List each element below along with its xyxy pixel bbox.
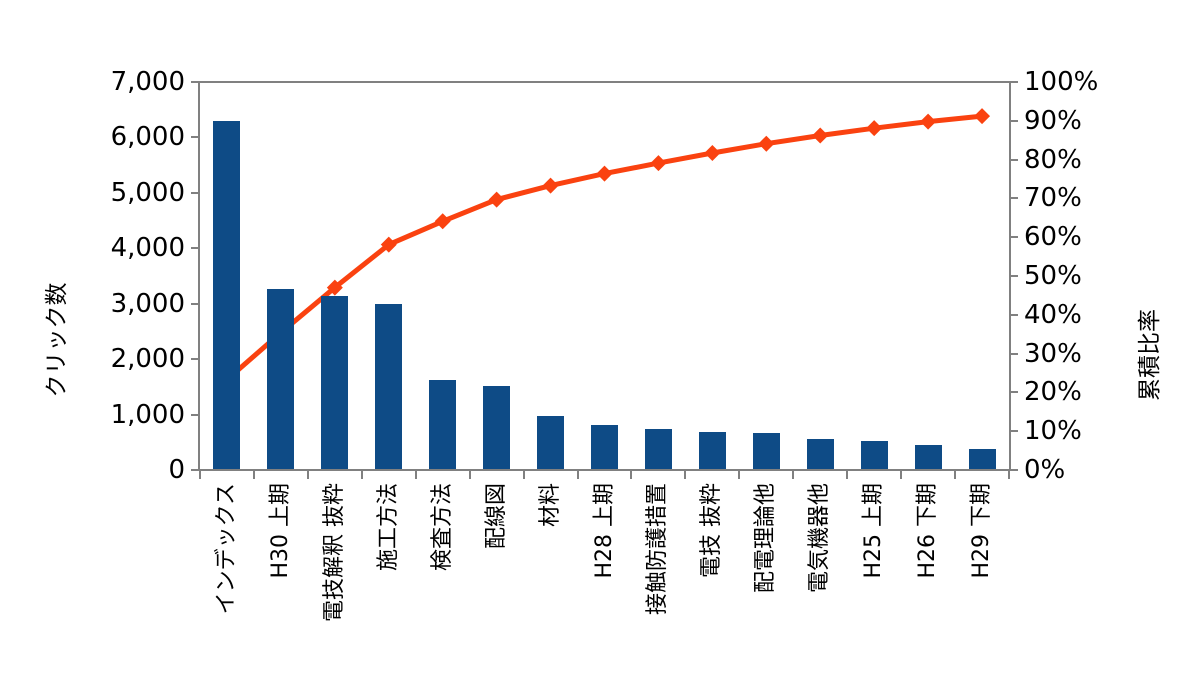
cumulative-point-diamond	[650, 155, 667, 172]
cumulative-point-diamond	[488, 191, 505, 208]
x-axis-tick	[900, 470, 903, 479]
x-axis-tick	[199, 470, 201, 479]
bar-接触防護措置	[644, 428, 672, 469]
left-axis-tick	[191, 358, 200, 361]
x-axis-tick	[954, 470, 957, 479]
right-axis-tick	[1009, 430, 1018, 433]
left-axis-tick-label: 5,000	[110, 177, 185, 208]
left-axis-tick	[191, 191, 200, 194]
x-axis-category-label: 電技 抜粋	[699, 483, 725, 578]
cumulative-point-diamond	[758, 135, 775, 152]
x-axis-category-label: 検査方法	[429, 483, 455, 572]
bar-インデックス	[213, 120, 241, 469]
left-axis-tick	[191, 136, 200, 139]
x-axis-category-label: 施工方法	[375, 483, 401, 572]
cumulative-point-diamond	[326, 279, 343, 296]
x-axis-tick	[252, 470, 255, 479]
x-axis-category-label: 電気機器他	[807, 483, 833, 594]
x-axis-tick	[738, 470, 741, 479]
right-axis-tick-label: 50%	[1024, 261, 1082, 291]
right-axis-tick	[1009, 158, 1018, 161]
bar-H25 上期	[860, 440, 888, 469]
left-axis-tick-label: 7,000	[110, 67, 185, 97]
left-axis-tick-label: 4,000	[110, 233, 185, 264]
x-axis-category-label: 配線図	[483, 483, 509, 550]
left-axis-tick-label: 1,000	[110, 399, 185, 430]
right-axis-tick-label: 80%	[1024, 144, 1082, 175]
x-axis-tick	[306, 470, 309, 479]
bar-電技解釈 抜粋	[321, 295, 349, 469]
bar-電気機器他	[806, 438, 834, 469]
cumulative-point-diamond	[974, 108, 991, 125]
cumulative-point-diamond	[596, 165, 613, 182]
right-axis-tick-label: 0%	[1024, 455, 1066, 485]
right-axis-tick-label: 60%	[1024, 222, 1082, 253]
x-axis-tick	[1008, 470, 1010, 479]
left-axis-tick	[191, 247, 200, 250]
right-axis-tick-label: 20%	[1024, 377, 1082, 408]
bar-配線図	[483, 386, 511, 469]
bar-H29 下期	[968, 448, 996, 469]
x-axis-category-label: 接触防護措置	[645, 483, 671, 616]
bar-検査方法	[429, 380, 457, 469]
right-axis-tick-label: 100%	[1024, 67, 1099, 97]
x-axis-tick	[414, 470, 417, 479]
cumulative-point-diamond	[704, 145, 721, 162]
x-axis-tick	[522, 470, 525, 479]
left-axis-tick-label: 6,000	[110, 122, 185, 153]
x-axis-category-label: 電技解釈 抜粋	[321, 483, 347, 622]
right-axis-tick-label: 10%	[1024, 416, 1082, 447]
bar-配電理論他	[752, 433, 780, 469]
bar-施工方法	[375, 303, 403, 469]
left-axis-tick	[191, 81, 200, 83]
x-axis-category-label: インデックス	[213, 483, 239, 615]
cumulative-point-diamond	[920, 113, 937, 130]
bar-H30 上期	[267, 289, 295, 469]
right-axis-tick	[1009, 275, 1018, 277]
left-axis-tick	[191, 302, 200, 305]
bar-電技 抜粋	[698, 431, 726, 469]
cumulative-point-diamond	[380, 236, 397, 253]
left-axis-tick	[191, 413, 200, 416]
right-axis-tick-label: 90%	[1024, 105, 1082, 136]
cumulative-point-diamond	[866, 120, 883, 137]
x-axis-tick	[360, 470, 363, 479]
cumulative-point-diamond	[812, 127, 829, 144]
right-axis-tick	[1009, 81, 1018, 83]
bar-材料	[537, 415, 565, 469]
x-axis-category-label: H29 下期	[969, 483, 995, 579]
x-axis-category-label: 配電理論他	[753, 483, 779, 594]
x-axis-tick	[684, 470, 687, 479]
left-axis-tick-label: 2,000	[110, 344, 185, 375]
x-axis-tick	[468, 470, 471, 479]
x-axis-tick	[846, 470, 849, 479]
bar-H26 下期	[914, 445, 942, 469]
left-axis-tick	[191, 469, 200, 471]
right-axis-tick	[1009, 469, 1018, 471]
x-axis-tick	[630, 470, 633, 479]
right-axis-tick	[1009, 352, 1018, 355]
left-axis-tick-label: 3,000	[110, 288, 185, 319]
x-axis-category-label: H26 下期	[915, 483, 941, 579]
bar-H28 上期	[591, 424, 618, 469]
x-axis-tick	[792, 470, 795, 479]
x-axis-category-label: H25 上期	[861, 483, 887, 579]
left-axis-tick-label: 0	[168, 455, 185, 485]
right-axis-tick-label: 70%	[1024, 183, 1082, 214]
x-axis-tick	[576, 470, 579, 479]
right-axis-tick	[1009, 236, 1018, 239]
right-axis-tick	[1009, 197, 1018, 200]
right-axis-tick-label: 40%	[1024, 299, 1082, 330]
x-axis-category-label: H28 上期	[591, 483, 617, 579]
x-axis-category-label: H30 上期	[267, 483, 293, 579]
right-axis-tick	[1009, 119, 1018, 122]
cumulative-point-diamond	[434, 213, 451, 230]
right-axis-tick	[1009, 391, 1018, 394]
right-axis-tick-label: 30%	[1024, 338, 1082, 369]
right-axis-tick	[1009, 313, 1018, 316]
cumulative-point-diamond	[542, 177, 559, 194]
x-axis-category-label: 材料	[537, 483, 563, 528]
